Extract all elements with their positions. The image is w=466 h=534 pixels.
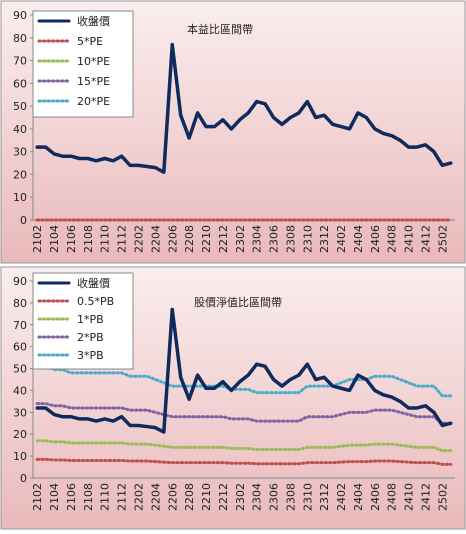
y-tick-label: 0 — [20, 214, 27, 227]
legend-label: 收盤價 — [77, 14, 110, 28]
band-line — [35, 457, 453, 466]
x-tick-label: 2104 — [48, 483, 61, 511]
y-tick-label: 40 — [13, 123, 27, 136]
x-tick-label: 2112 — [116, 225, 129, 253]
x-tick-label: 2204 — [149, 483, 162, 511]
x-tick-label: 2208 — [183, 225, 196, 253]
y-tick-label: 30 — [13, 406, 27, 419]
y-tick-label: 30 — [13, 146, 27, 159]
x-tick-label: 2406 — [369, 483, 382, 511]
x-tick-label: 2410 — [403, 225, 416, 253]
x-tick-label: 2310 — [301, 225, 314, 253]
x-tick-label: 2108 — [82, 483, 95, 511]
x-tick-label: 2408 — [386, 483, 399, 511]
x-tick-label: 2210 — [200, 225, 213, 253]
legend-label: 20*PE — [77, 95, 110, 108]
x-tick-label: 2106 — [65, 483, 78, 511]
x-tick-label: 2304 — [251, 483, 264, 511]
x-tick-label: 2302 — [234, 225, 247, 253]
x-tick-label: 2306 — [268, 225, 281, 253]
x-tick-label: 2308 — [284, 225, 297, 253]
x-tick-label: 2406 — [369, 225, 382, 253]
y-tick-label: 70 — [13, 319, 27, 332]
band-line — [35, 439, 453, 453]
x-tick-label: 2312 — [318, 483, 331, 511]
x-tick-label: 2404 — [352, 483, 365, 511]
x-tick-label: 2306 — [268, 483, 281, 511]
x-tick-label: 2408 — [386, 225, 399, 253]
x-tick-label: 2202 — [133, 483, 146, 511]
chart-title: 股價淨值比區間帶 — [194, 295, 282, 309]
legend-label: 1*PB — [77, 313, 104, 326]
x-tick-label: 2404 — [352, 225, 365, 253]
y-tick-label: 80 — [13, 297, 27, 310]
x-tick-label: 2412 — [419, 225, 432, 253]
price-line — [35, 42, 453, 174]
x-tick-label: 2304 — [251, 225, 264, 253]
legend-label: 3*PB — [77, 349, 104, 362]
x-tick-label: 2206 — [166, 225, 179, 253]
y-tick-label: 10 — [13, 450, 27, 463]
legend-label: 5*PE — [77, 35, 103, 48]
x-tick-label: 2502 — [436, 483, 449, 511]
x-tick-label: 2210 — [200, 483, 213, 511]
legend-label: 2*PB — [77, 331, 104, 344]
x-tick-label: 2208 — [183, 483, 196, 511]
x-tick-label: 2402 — [335, 225, 348, 253]
y-tick-label: 90 — [13, 275, 27, 288]
band-line — [35, 402, 453, 425]
x-tick-label: 2110 — [99, 483, 112, 511]
x-tick-label: 2310 — [301, 483, 314, 511]
x-tick-label: 2312 — [318, 225, 331, 253]
band-line — [35, 364, 453, 398]
x-tick-label: 2112 — [116, 483, 129, 511]
x-tick-label: 2104 — [48, 225, 61, 253]
x-tick-label: 2102 — [31, 225, 44, 253]
y-tick-label: 60 — [13, 341, 27, 354]
x-tick-label: 2212 — [217, 483, 230, 511]
x-tick-label: 2106 — [65, 225, 78, 253]
y-tick-label: 20 — [13, 168, 27, 181]
legend — [32, 10, 134, 118]
x-tick-label: 2206 — [166, 483, 179, 511]
legend-label: 收盤價 — [77, 276, 110, 290]
x-tick-label: 2308 — [284, 483, 297, 511]
legend-label: 0.5*PB — [77, 295, 114, 308]
x-tick-label: 2110 — [99, 225, 112, 253]
y-tick-label: 60 — [13, 77, 27, 90]
legend-label: 10*PE — [77, 55, 110, 68]
x-tick-label: 2102 — [31, 483, 44, 511]
price-line — [35, 307, 453, 434]
y-tick-label: 0 — [20, 472, 27, 485]
legend — [32, 272, 134, 370]
x-tick-label: 2204 — [149, 225, 162, 253]
y-tick-label: 50 — [13, 100, 27, 113]
y-tick-label: 80 — [13, 32, 27, 45]
x-tick-label: 2108 — [82, 225, 95, 253]
legend-label: 15*PE — [77, 75, 110, 88]
y-tick-label: 90 — [13, 9, 27, 22]
chart-title: 本益比區間帶 — [187, 22, 253, 36]
x-tick-label: 2302 — [234, 483, 247, 511]
x-tick-label: 2202 — [133, 225, 146, 253]
x-tick-label: 2502 — [436, 225, 449, 253]
y-tick-label: 50 — [13, 363, 27, 376]
y-tick-label: 40 — [13, 384, 27, 397]
x-tick-label: 2410 — [403, 483, 416, 511]
y-tick-label: 70 — [13, 55, 27, 68]
y-tick-label: 10 — [13, 191, 27, 204]
y-tick-label: 20 — [13, 428, 27, 441]
x-tick-label: 2412 — [419, 483, 432, 511]
x-tick-label: 2212 — [217, 225, 230, 253]
x-tick-label: 2402 — [335, 483, 348, 511]
